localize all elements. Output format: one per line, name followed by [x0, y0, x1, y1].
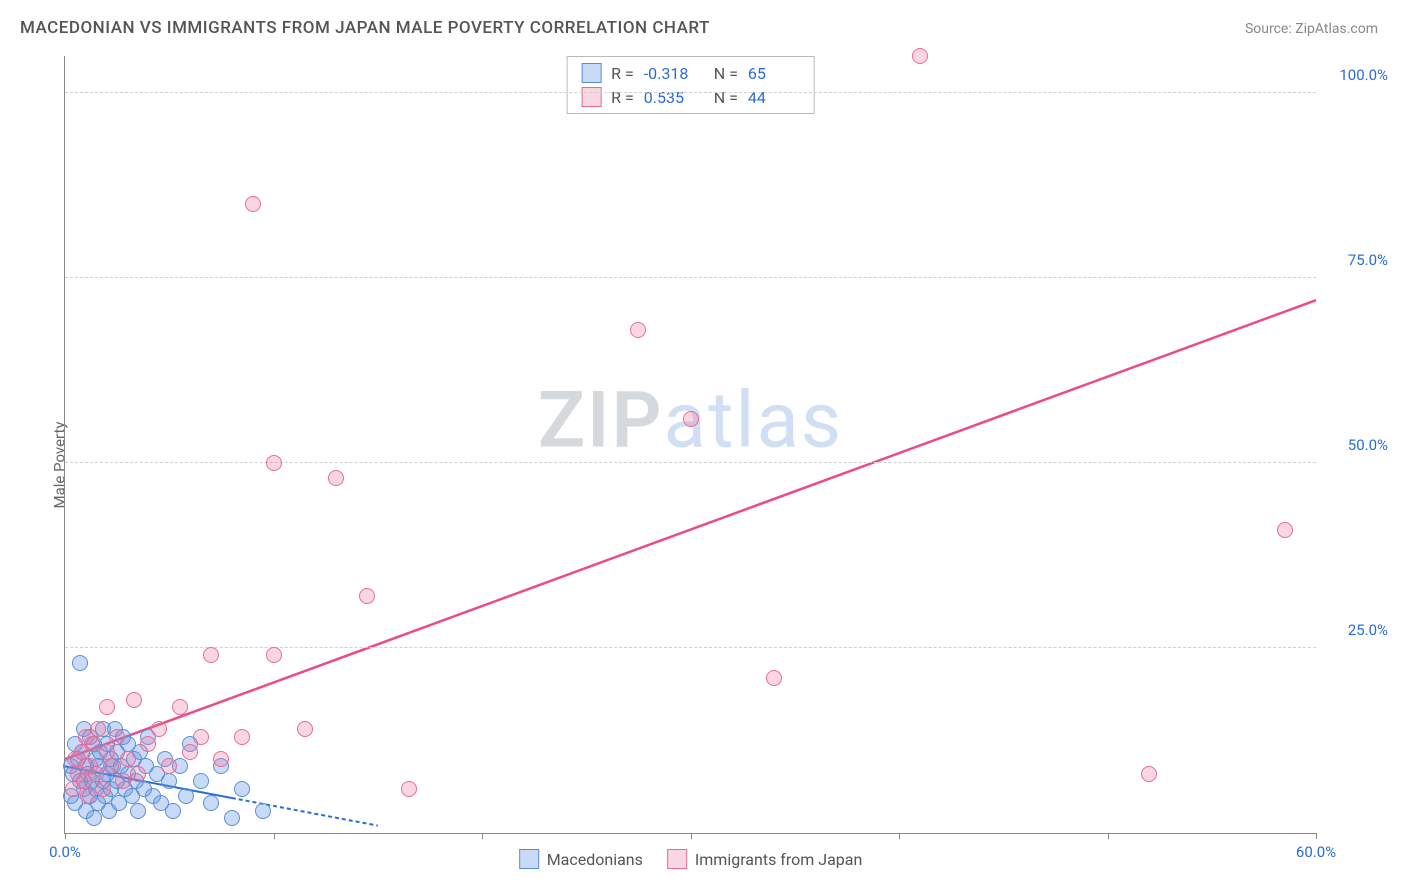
data-point	[103, 758, 119, 774]
data-point	[630, 322, 646, 338]
data-point	[140, 736, 156, 752]
stats-row: R = 0.535 N = 44	[567, 85, 814, 109]
x-tick-label: 0.0%	[49, 843, 81, 861]
data-point	[161, 758, 177, 774]
data-point	[130, 803, 146, 819]
data-point	[130, 766, 146, 782]
legend-label: Macedonians	[547, 850, 643, 869]
x-tick-mark	[1316, 833, 1317, 839]
legend-swatch	[519, 849, 539, 869]
trend-lines	[65, 56, 1316, 833]
data-point	[766, 670, 782, 686]
x-tick-mark	[482, 833, 483, 839]
legend-swatch	[667, 849, 687, 869]
r-label: R =	[611, 88, 634, 107]
chart-source: Source: ZipAtlas.com	[1245, 21, 1378, 37]
data-point	[401, 781, 417, 797]
data-point	[912, 48, 928, 64]
n-label: N =	[706, 88, 738, 107]
r-label: R =	[611, 64, 634, 83]
data-point	[1277, 522, 1293, 538]
data-point	[245, 196, 261, 212]
series-legend: Macedonians Immigrants from Japan	[519, 849, 863, 869]
series-swatch	[581, 87, 601, 107]
x-tick-mark	[691, 833, 692, 839]
watermark-zip: ZIP	[538, 376, 664, 467]
x-tick-label: 60.0%	[1296, 843, 1336, 861]
gridline	[65, 462, 1316, 463]
data-point	[255, 803, 271, 819]
legend-item: Macedonians	[519, 849, 643, 869]
r-value: -0.318	[644, 64, 696, 83]
legend-item: Immigrants from Japan	[667, 849, 862, 869]
data-point	[115, 773, 131, 789]
data-point	[328, 470, 344, 486]
data-point	[88, 766, 104, 782]
data-point	[126, 692, 142, 708]
legend-label: Immigrants from Japan	[695, 850, 862, 869]
chart-header: MACEDONIAN VS IMMIGRANTS FROM JAPAN MALE…	[0, 0, 1406, 46]
data-point	[297, 721, 313, 737]
data-point	[109, 729, 125, 745]
gridline	[65, 647, 1316, 648]
data-point	[234, 729, 250, 745]
y-tick-label: 50.0%	[1324, 436, 1388, 454]
data-point	[99, 699, 115, 715]
data-point	[90, 721, 106, 737]
stats-row: R = -0.318 N = 65	[567, 61, 814, 85]
y-tick-label: 100.0%	[1324, 66, 1388, 84]
data-point	[161, 773, 177, 789]
data-point	[683, 411, 699, 427]
n-value: 65	[748, 64, 800, 83]
y-tick-label: 25.0%	[1324, 621, 1388, 639]
data-point	[193, 773, 209, 789]
data-point	[182, 744, 198, 760]
data-point	[151, 721, 167, 737]
data-point	[193, 729, 209, 745]
series-swatch	[581, 63, 601, 83]
data-point	[359, 588, 375, 604]
gridline	[65, 277, 1316, 278]
n-value: 44	[748, 88, 800, 107]
x-tick-mark	[1108, 833, 1109, 839]
data-point	[172, 699, 188, 715]
data-point	[178, 788, 194, 804]
data-point	[203, 647, 219, 663]
data-point	[213, 751, 229, 767]
data-point	[266, 647, 282, 663]
correlation-stats-box: R = -0.318 N = 65R = 0.535 N = 44	[566, 56, 815, 114]
data-point	[234, 781, 250, 797]
data-point	[224, 810, 240, 826]
x-tick-mark	[899, 833, 900, 839]
data-point	[203, 795, 219, 811]
data-point	[86, 810, 102, 826]
x-tick-mark	[65, 833, 66, 839]
data-point	[99, 744, 115, 760]
chart-area: Male Poverty ZIPatlas R = -0.318 N = 65R…	[28, 56, 1396, 874]
data-point	[1141, 766, 1157, 782]
n-label: N =	[706, 64, 738, 83]
plot-region: ZIPatlas R = -0.318 N = 65R = 0.535 N = …	[64, 56, 1316, 834]
data-point	[95, 781, 111, 797]
data-point	[120, 751, 136, 767]
data-point	[72, 655, 88, 671]
chart-title: MACEDONIAN VS IMMIGRANTS FROM JAPAN MALE…	[20, 18, 710, 38]
y-tick-label: 75.0%	[1324, 251, 1388, 269]
r-value: 0.535	[644, 88, 696, 107]
data-point	[80, 788, 96, 804]
data-point	[165, 803, 181, 819]
data-point	[84, 736, 100, 752]
x-tick-mark	[274, 833, 275, 839]
data-point	[266, 455, 282, 471]
gridline	[65, 92, 1316, 93]
